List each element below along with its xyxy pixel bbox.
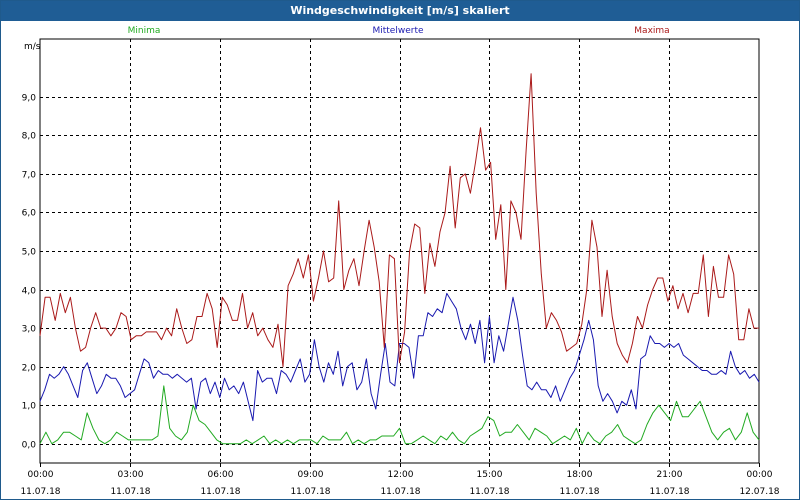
y-tick-label: 1,0: [22, 402, 37, 412]
series-line-mittelwerte: [39, 292, 760, 422]
x-tick-time: 18:00: [567, 470, 593, 480]
y-tick-label: 7,0: [22, 171, 37, 181]
series-lines: [39, 73, 760, 445]
legend-label: Minima: [128, 26, 161, 36]
x-tick-time: 03:00: [118, 470, 144, 480]
y-tick-label: 9,0: [22, 94, 37, 104]
y-tick-label: 0,0: [22, 441, 37, 451]
series-line-maxima: [39, 73, 759, 368]
legend: Minima Mittelwerte Maxima: [128, 26, 670, 36]
x-tick-time: 09:00: [298, 470, 324, 480]
y-tick-label: 8,0: [22, 132, 37, 142]
y-tick-label: 4,0: [22, 287, 37, 297]
window-title: Windgeschwindigkeit [m/s] skaliert: [1, 1, 799, 21]
x-tick-date: 11.07.18: [290, 487, 330, 497]
x-tick-date: 12.07.18: [739, 487, 779, 497]
series-line-minima: [39, 385, 760, 445]
line-chart: 0,0 1,0 2,0 3,0 4,0 5,0 6,0 7,0 8,0 9,0 m/s 00:00 11…: [20, 26, 780, 497]
y-axis-unit: m/s: [24, 42, 41, 52]
x-tick-time: 21:00: [657, 470, 683, 480]
x-tick-time: 15:00: [477, 470, 503, 480]
x-tick-date: 11.07.18: [110, 487, 150, 497]
x-tick-date: 11.07.18: [559, 487, 599, 497]
legend-label: Maxima: [634, 26, 669, 36]
y-tick-label: 3,0: [22, 325, 37, 335]
axes: 0,0 1,0 2,0 3,0 4,0 5,0 6,0 7,0 8,0 9,0 m/s 00:00 11…: [20, 38, 780, 497]
grid: [40, 39, 759, 463]
x-tick-date: 11.07.18: [649, 487, 689, 497]
x-tick-time: 00:00: [28, 470, 54, 480]
x-tick-time: 12:00: [388, 470, 414, 480]
legend-label: Mittelwerte: [372, 26, 423, 36]
x-tick-date: 11.07.18: [469, 487, 509, 497]
x-tick-date: 11.07.18: [380, 487, 420, 497]
y-tick-label: 6,0: [22, 209, 37, 219]
y-tick-label: 5,0: [22, 248, 37, 258]
x-tick-date: 11.07.18: [20, 487, 60, 497]
plot-frame: [39, 38, 760, 464]
y-tick-label: 2,0: [22, 364, 37, 374]
x-tick-time: 06:00: [208, 470, 234, 480]
x-tick-date: 11.07.18: [200, 487, 240, 497]
x-tick-time: 00:00: [747, 470, 773, 480]
